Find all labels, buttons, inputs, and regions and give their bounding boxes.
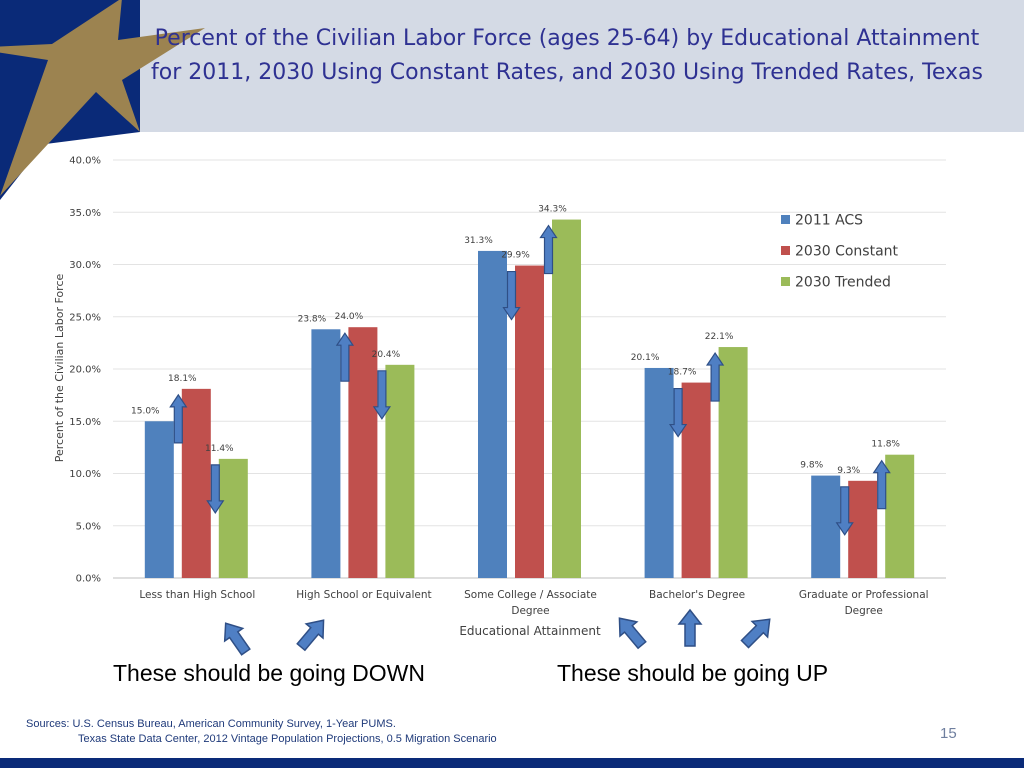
data-label: 34.3% (538, 205, 567, 215)
sources-note: Sources: U.S. Census Bureau, American Co… (26, 717, 497, 747)
caption-going-down: These should be going DOWN (113, 660, 425, 686)
legend-label: 2011 ACS (795, 213, 863, 229)
footer-bar (0, 758, 1024, 768)
bar (552, 219, 581, 578)
data-label: 31.3% (464, 236, 493, 246)
y-axis-label: Percent of the Civilian Labor Force (53, 274, 66, 463)
arrow-shape (502, 270, 521, 321)
corner-star-decoration (0, 0, 205, 200)
caption-going-up: These should be going UP (557, 660, 829, 686)
arrow-shape (206, 464, 225, 514)
legend-swatch (781, 246, 790, 255)
chart-legend: 2011 ACS 2030 Constant 2030 Trended (781, 213, 899, 291)
bar (144, 421, 174, 578)
down-arrow-icon (835, 486, 854, 536)
legend-swatch (781, 277, 790, 286)
bar (681, 382, 711, 578)
data-label: 22.1% (705, 332, 734, 342)
x-axis-label: Educational Attainment (459, 624, 601, 638)
down-arrow-icon (372, 370, 392, 420)
arrow-shape (335, 332, 355, 382)
y-axis-ticks: 0.0% 5.0% 10.0% 15.0% 20.0% 25.0% 30.0% 35.0% 40… (69, 156, 101, 585)
y-tick-label: 10.0% (69, 469, 101, 480)
bar (181, 388, 211, 578)
bar-arrow-annotations (169, 224, 891, 536)
y-tick-label: 35.0% (69, 208, 101, 219)
x-tick-label: High School or Equivalent (296, 589, 431, 601)
x-tick-label: Graduate or Professional (799, 589, 929, 601)
up-arrow-icon (539, 224, 558, 275)
gold-star-icon (0, 0, 205, 196)
legend-swatch (781, 215, 790, 224)
data-labels: 15.0% 23.8% 31.3% 20.1% 9.8% 18.1% 24.0% 29.9% 1… (131, 205, 900, 476)
y-tick-label: 0.0% (76, 574, 101, 585)
bar (718, 347, 748, 578)
data-label: 20.4% (372, 350, 401, 360)
arrow-shape (835, 486, 854, 536)
header-band (0, 0, 1024, 132)
down-arrow-icon (502, 270, 521, 321)
chart-bars (144, 219, 915, 579)
data-label: 11.4% (205, 444, 234, 454)
data-label: 9.3% (837, 466, 860, 476)
data-label: 18.7% (668, 368, 697, 378)
data-label: 24.0% (335, 312, 364, 322)
sources-line-1: Sources: U.S. Census Bureau, American Co… (26, 718, 396, 730)
data-label: 18.1% (168, 374, 197, 384)
bar (885, 454, 915, 578)
x-tick-label: Degree (845, 605, 883, 617)
arrow-shape (668, 387, 688, 438)
data-label: 23.8% (298, 314, 327, 324)
y-tick-label: 25.0% (69, 312, 101, 323)
bar-chart: 0.0% 5.0% 10.0% 15.0% 20.0% 25.0% 30.0% 35.0% 40… (53, 156, 946, 638)
bar (218, 458, 248, 578)
arrow-shape (372, 370, 392, 420)
x-tick-label: Degree (511, 605, 549, 617)
bar (811, 475, 841, 578)
legend-label: 2030 Trended (795, 275, 891, 291)
data-label: 11.8% (871, 440, 900, 450)
up-arrow-icon (335, 332, 355, 382)
y-tick-label: 30.0% (69, 260, 101, 271)
down-arrow-icon (668, 387, 688, 438)
arrow-shape (872, 459, 891, 510)
arrow-shape (705, 351, 725, 402)
bar (644, 367, 674, 578)
down-arrow-icon (206, 464, 225, 514)
bar (385, 364, 415, 578)
bar (478, 250, 507, 579)
arrow-shape (169, 393, 188, 444)
x-tick-label: Bachelor's Degree (649, 589, 745, 601)
arrow-shape (539, 224, 558, 275)
data-label: 20.1% (631, 353, 660, 363)
bar (311, 329, 341, 578)
legend-label: 2030 Constant (795, 244, 899, 260)
x-axis-categories: Less than High School High School or Equi… (139, 589, 928, 617)
up-arrow-icon (705, 351, 725, 402)
y-tick-label: 40.0% (69, 156, 101, 167)
x-tick-label: Some College / Associate (464, 589, 597, 601)
data-label: 9.8% (800, 461, 823, 471)
data-label: 29.9% (501, 251, 530, 261)
up-arrow-icon (872, 459, 891, 510)
page-number: 15 (940, 725, 957, 742)
data-label: 15.0% (131, 406, 160, 416)
y-tick-label: 20.0% (69, 365, 101, 376)
bar (348, 327, 378, 578)
up-arrow-icon (169, 393, 188, 444)
slide-title: Percent of the Civilian Labor Force (age… (151, 26, 983, 85)
y-tick-label: 5.0% (76, 521, 101, 532)
bar (848, 480, 878, 578)
y-tick-label: 15.0% (69, 417, 101, 428)
x-tick-label: Less than High School (139, 589, 255, 601)
sources-line-2: Texas State Data Center, 2012 Vintage Po… (78, 733, 497, 745)
bar (515, 265, 544, 578)
